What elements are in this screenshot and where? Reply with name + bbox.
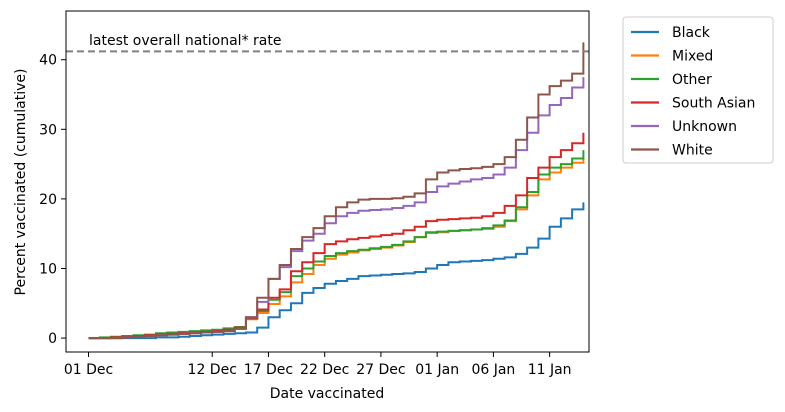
x-tick-label: 17 Dec — [244, 362, 293, 378]
series-line-south-asian — [88, 132, 585, 340]
plot-frame — [65, 10, 590, 353]
x-axis-label: Date vaccinated — [270, 386, 385, 402]
series-line-black — [88, 202, 585, 340]
y-axis-label: Percent vaccinated (cumulative) — [13, 69, 29, 296]
x-tick-label: 12 Dec — [188, 362, 237, 378]
y-tick-label: 20 — [39, 192, 57, 208]
y-tick-label: 30 — [39, 122, 57, 138]
legend-label: Black — [672, 25, 711, 41]
y-tick-label: 40 — [39, 53, 57, 69]
y-tick-label: 0 — [48, 331, 57, 347]
x-tick-label: 01 Dec — [64, 362, 113, 378]
reference-line-label: latest overall national* rate — [89, 33, 281, 49]
legend-label: White — [672, 143, 713, 159]
x-axis: 01 Dec 12 Dec 17 Dec 22 Dec 27 Dec 01 Jan 06 J… — [64, 352, 572, 378]
legend-label: South Asian — [672, 96, 755, 112]
series-line-other — [88, 150, 585, 340]
y-axis: 0 10 20 30 40 — [39, 53, 66, 347]
series-line-mixed — [88, 157, 585, 340]
legend-frame — [622, 16, 774, 164]
series-line-white — [88, 42, 585, 340]
legend-items: Black Mixed Other South Asian Unknown White — [631, 25, 755, 159]
y-tick-label: 10 — [39, 261, 57, 277]
legend-label: Other — [672, 72, 712, 88]
legend-label: Unknown — [672, 119, 737, 135]
legend: Black Mixed Other South Asian Unknown White — [622, 16, 774, 164]
series-lines — [88, 42, 585, 340]
x-tick-label: 22 Dec — [300, 362, 349, 378]
x-tick-label: 27 Dec — [356, 362, 405, 378]
x-tick-label: 11 Jan — [528, 362, 572, 378]
x-tick-label: 06 Jan — [471, 362, 515, 378]
legend-label: Mixed — [672, 49, 713, 65]
x-tick-label: 01 Jan — [415, 362, 459, 378]
